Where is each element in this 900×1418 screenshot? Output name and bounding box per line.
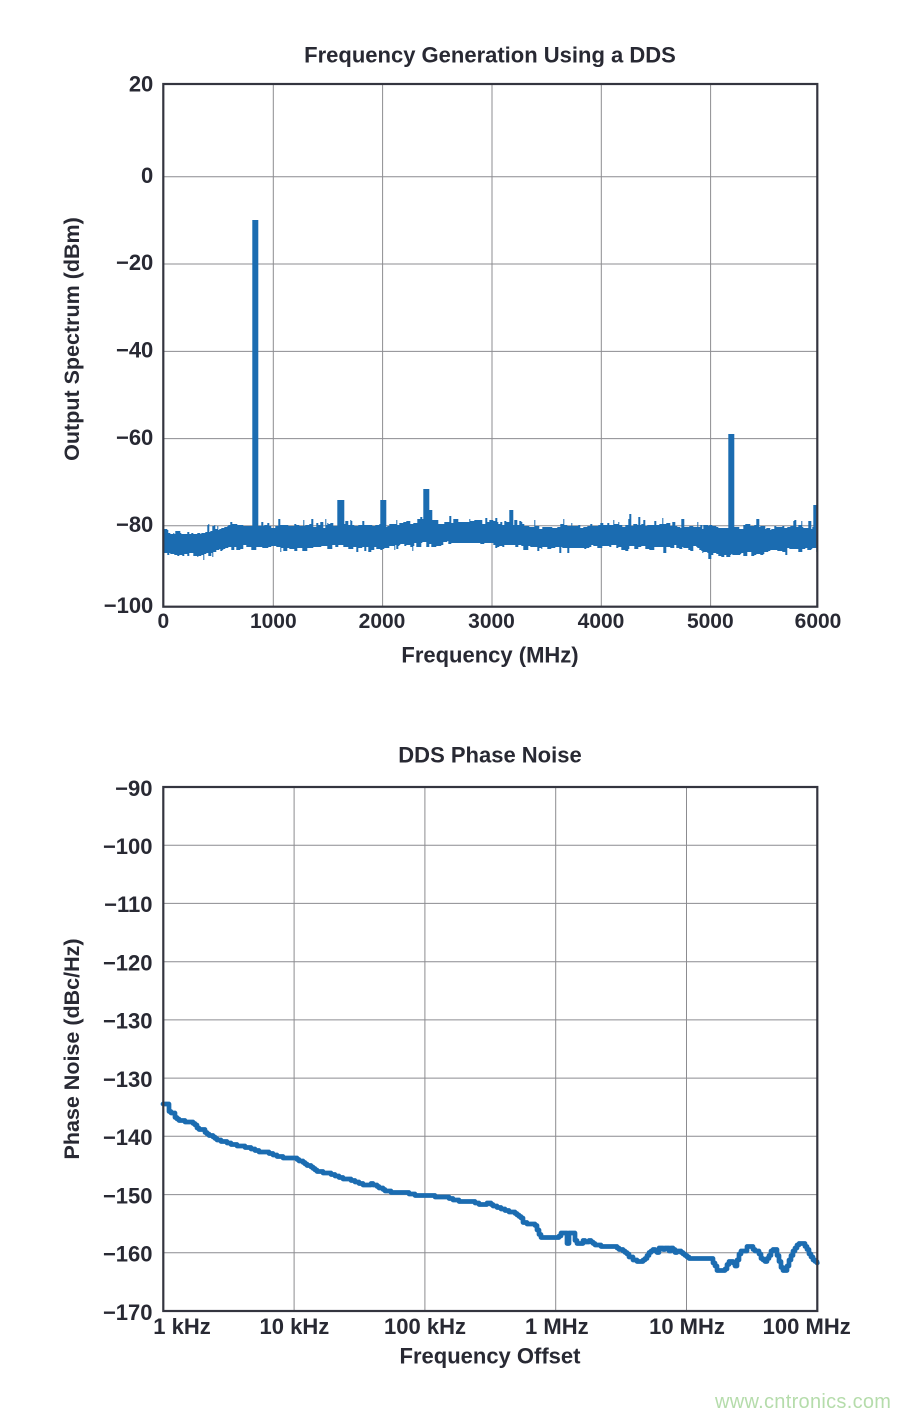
svg-text:4000: 4000 <box>578 610 625 633</box>
svg-text:20: 20 <box>129 71 153 96</box>
svg-text:6000: 6000 <box>795 610 842 633</box>
svg-text:−140: −140 <box>103 1125 153 1150</box>
svg-text:0: 0 <box>141 163 153 188</box>
svg-text:−20: −20 <box>116 250 153 275</box>
svg-text:−110: −110 <box>104 892 152 917</box>
svg-text:0: 0 <box>157 610 169 633</box>
svg-text:1 kHz: 1 kHz <box>153 1314 210 1339</box>
svg-text:−130: −130 <box>103 1009 153 1034</box>
svg-text:1 MHz: 1 MHz <box>525 1314 589 1339</box>
svg-text:100 MHz: 100 MHz <box>763 1314 851 1339</box>
svg-text:Output Spectrum (dBm): Output Spectrum (dBm) <box>60 217 84 461</box>
svg-text:−90: −90 <box>115 776 152 801</box>
svg-text:−100: −100 <box>103 834 153 859</box>
svg-text:−120: −120 <box>103 951 153 976</box>
svg-text:Frequency (MHz): Frequency (MHz) <box>401 642 578 667</box>
svg-text:−60: −60 <box>116 425 153 450</box>
svg-text:Frequency Generation Using a D: Frequency Generation Using a DDS <box>304 42 676 67</box>
svg-text:−170: −170 <box>103 1300 153 1325</box>
svg-text:1000: 1000 <box>250 610 297 633</box>
svg-text:5000: 5000 <box>687 610 734 633</box>
svg-text:Phase Noise (dBc/Hz): Phase Noise (dBc/Hz) <box>60 938 84 1159</box>
svg-text:−150: −150 <box>103 1183 153 1208</box>
svg-text:www.cntronics.com: www.cntronics.com <box>714 1391 891 1413</box>
svg-text:−160: −160 <box>103 1242 153 1267</box>
svg-text:3000: 3000 <box>468 610 515 633</box>
svg-text:Frequency Offset: Frequency Offset <box>400 1344 582 1369</box>
svg-text:10 MHz: 10 MHz <box>649 1314 725 1339</box>
svg-text:−100: −100 <box>104 593 154 618</box>
svg-text:−130: −130 <box>103 1067 153 1092</box>
svg-text:−80: −80 <box>116 512 153 537</box>
svg-text:100 kHz: 100 kHz <box>384 1314 466 1339</box>
svg-text:DDS Phase Noise: DDS Phase Noise <box>398 742 581 767</box>
svg-text:2000: 2000 <box>359 610 406 633</box>
svg-text:10 kHz: 10 kHz <box>260 1314 330 1339</box>
svg-text:−40: −40 <box>116 338 153 363</box>
